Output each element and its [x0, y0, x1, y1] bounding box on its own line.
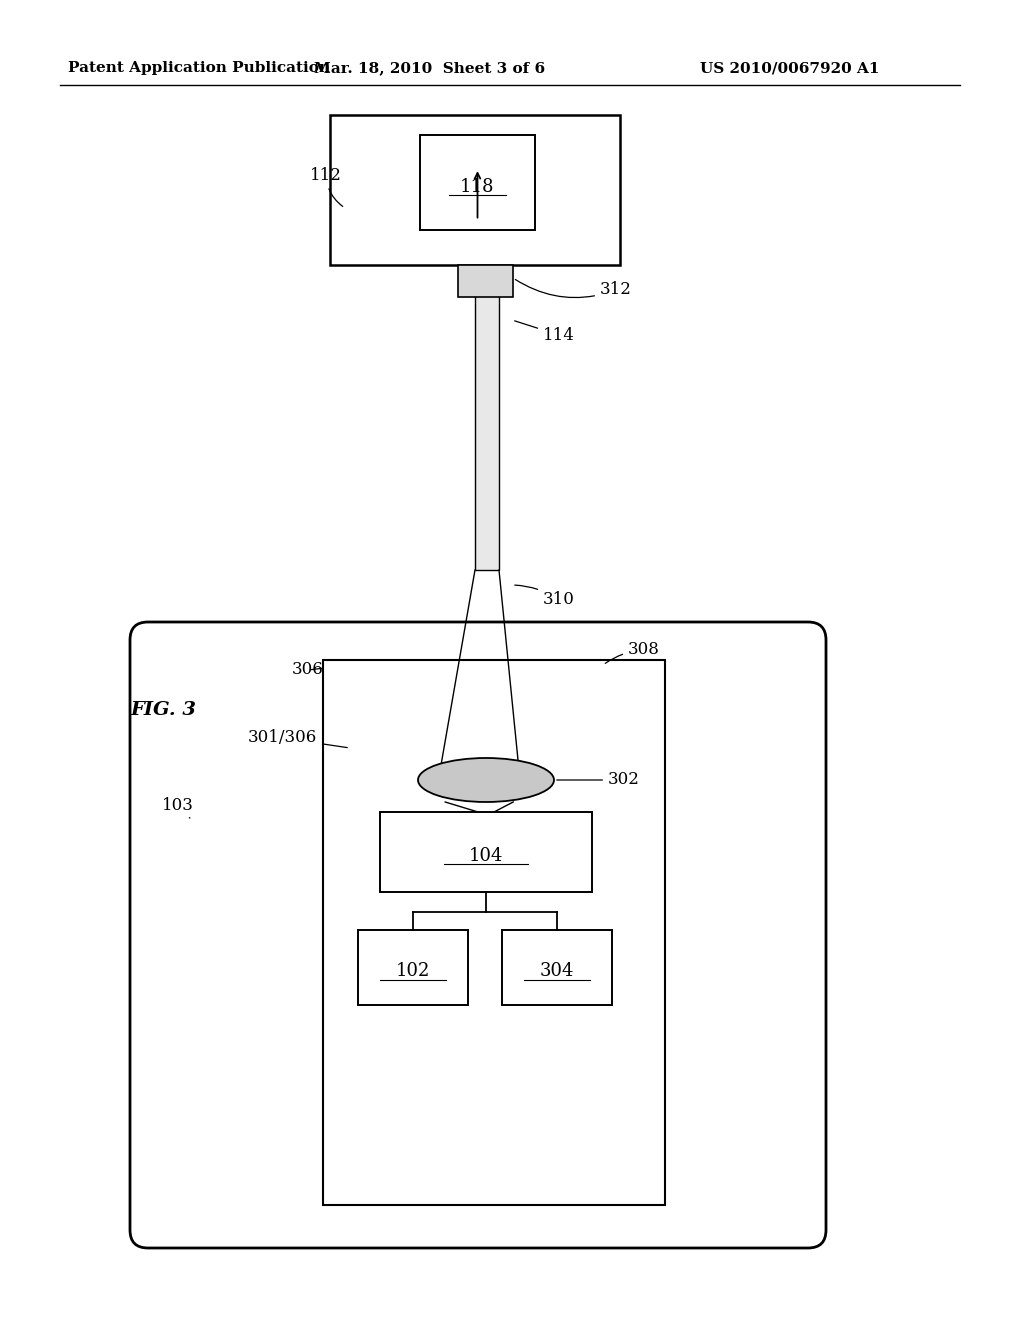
Bar [330, 115, 620, 265]
Bar [420, 135, 535, 230]
Bar [323, 660, 665, 1205]
Text: 118: 118 [460, 178, 495, 197]
Text: 302: 302 [557, 771, 640, 788]
Bar [380, 812, 592, 892]
Text: Patent Application Publication: Patent Application Publication [68, 61, 330, 75]
Text: 102: 102 [396, 962, 430, 981]
Text: Mar. 18, 2010  Sheet 3 of 6: Mar. 18, 2010 Sheet 3 of 6 [314, 61, 546, 75]
Text: 306: 306 [292, 661, 324, 678]
Text: FIG. 3: FIG. 3 [130, 701, 196, 719]
Text: 103: 103 [162, 796, 194, 818]
Text: 308: 308 [605, 642, 659, 664]
Bar [358, 931, 468, 1005]
Text: 304: 304 [540, 962, 574, 981]
Text: 301/306: 301/306 [248, 730, 347, 747]
Bar [502, 931, 612, 1005]
Text: 310: 310 [515, 585, 574, 609]
Ellipse shape [418, 758, 554, 803]
Bar [458, 265, 513, 297]
Text: 104: 104 [469, 847, 503, 865]
Bar [475, 265, 499, 570]
Text: US 2010/0067920 A1: US 2010/0067920 A1 [700, 61, 880, 75]
Text: 114: 114 [515, 321, 574, 343]
Text: 312: 312 [515, 280, 632, 298]
Text: 112: 112 [310, 166, 343, 206]
FancyBboxPatch shape [130, 622, 826, 1247]
